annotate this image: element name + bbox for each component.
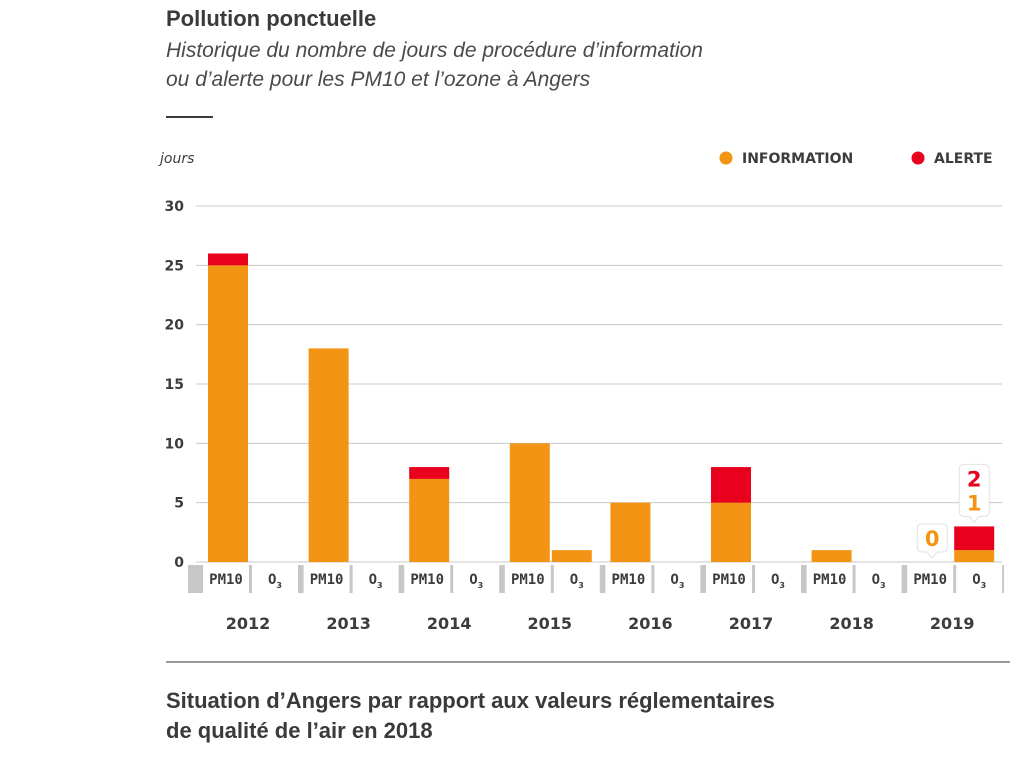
bar-alerte-2019-o3 xyxy=(954,526,995,551)
bar-information-2015-pm10 xyxy=(509,443,550,562)
value-callouts: 0 21 xyxy=(916,463,990,559)
pollutant-label-2016-pm10: PM10 xyxy=(612,572,646,588)
pollutant-label-2014-pm10: PM10 xyxy=(410,572,444,588)
pollutant-label-2012-o3: O3 xyxy=(268,572,282,590)
pollutant-cell-2018-o3 xyxy=(855,565,902,593)
callout-value-information: 1 xyxy=(967,491,982,515)
y-axis-label: jours xyxy=(158,151,194,167)
pollutant-label-2018-pm10: PM10 xyxy=(813,572,847,588)
bar-information-2015-o3 xyxy=(551,550,592,562)
callout-bubble xyxy=(916,523,948,559)
bar-alerte-2012-pm10 xyxy=(208,253,248,266)
callout-value-alerte: 2 xyxy=(967,467,982,491)
pollutant-label-2017-pm10: PM10 xyxy=(712,572,746,588)
callout-bubble xyxy=(958,463,990,524)
legend-label-information: INFORMATION xyxy=(742,151,853,167)
bar-information-2016-pm10 xyxy=(610,502,651,562)
year-labels: 2012 2013 2014 2015 2016 2017 2018 2019 xyxy=(226,614,975,633)
y-tick-label: 15 xyxy=(165,377,184,393)
pollutant-cell-2018-pm10 xyxy=(806,565,853,593)
year-label-2016: 2016 xyxy=(628,614,673,633)
y-tick-label: 30 xyxy=(165,199,185,215)
pollutant-cell-2016-pm10 xyxy=(605,565,652,593)
legend-swatch-information xyxy=(719,151,733,165)
pollutant-cell-2012-pm10 xyxy=(203,565,249,593)
bar-information-2017-pm10 xyxy=(711,502,751,562)
year-label-2017: 2017 xyxy=(729,614,774,633)
pollutant-cell-2017-o3 xyxy=(755,565,801,593)
pollutant-label-2019-pm10: PM10 xyxy=(913,572,947,588)
pollutant-cell-2014-pm10 xyxy=(404,565,451,593)
bar-information-2012-pm10 xyxy=(208,265,248,562)
section-title: Situation d’Angers par rapport aux valeu… xyxy=(166,686,986,746)
year-label-2019: 2019 xyxy=(930,614,975,633)
title-divider xyxy=(166,116,213,118)
bar-information-2013-pm10 xyxy=(308,348,349,562)
pollutant-label-2014-o3: O3 xyxy=(469,572,483,590)
section-divider xyxy=(166,661,1010,663)
pollutant-cell-2019-o3 xyxy=(956,565,1003,593)
pollutant-label-2017-o3: O3 xyxy=(771,572,785,590)
pollutant-cell-2015-o3 xyxy=(553,565,600,593)
pollutant-cell-2013-o3 xyxy=(352,565,399,593)
chart-subtitle: Historique du nombre de jours de procédu… xyxy=(166,36,886,94)
pollutant-cell-2019-pm10 xyxy=(907,565,954,593)
pollutant-label-2013-o3: O3 xyxy=(369,572,383,590)
legend: INFORMATION ALERTE xyxy=(719,151,993,167)
bar-information-2014-pm10 xyxy=(409,478,450,562)
callout-value-information: 0 xyxy=(925,527,940,551)
bar-alerte-2017-pm10 xyxy=(711,467,751,503)
pollutant-cell-2015-pm10 xyxy=(504,565,551,593)
pollutant-cell-2012-o3 xyxy=(252,565,298,593)
section-title-line-1: Situation d’Angers par rapport aux valeu… xyxy=(166,688,775,713)
y-axis-ticks: 0 5 10 15 20 25 30 xyxy=(165,199,185,571)
pollutant-label-2015-pm10: PM10 xyxy=(511,572,545,588)
pollutant-cell-2014-o3 xyxy=(453,565,500,593)
pollutant-label-2019-o3: O3 xyxy=(972,572,986,590)
year-label-2018: 2018 xyxy=(829,614,874,633)
y-tick-label: 10 xyxy=(165,436,185,452)
legend-swatch-alerte xyxy=(911,151,925,165)
y-tick-label: 0 xyxy=(174,555,184,571)
callout-2019-pm10: 0 xyxy=(916,523,948,559)
bar-alerte-2014-pm10 xyxy=(409,467,450,479)
bars xyxy=(208,253,995,562)
year-label-2013: 2013 xyxy=(326,614,371,633)
y-tick-label: 20 xyxy=(165,318,185,334)
pollutant-label-2018-o3: O3 xyxy=(872,572,886,590)
chart-title: Pollution ponctuelle xyxy=(166,6,377,31)
subtitle-line-2: ou d’alerte pour les PM10 et l’ozone à A… xyxy=(166,68,591,91)
pollutant-label-2015-o3: O3 xyxy=(570,572,584,590)
year-label-2014: 2014 xyxy=(427,614,472,633)
pollutant-cell-2017-pm10 xyxy=(706,565,752,593)
bar-information-2019-o3 xyxy=(954,550,995,562)
pollutant-label-2013-pm10: PM10 xyxy=(310,572,344,588)
pollutant-label-2012-pm10: PM10 xyxy=(209,572,243,588)
subtitle-line-1: Historique du nombre de jours de procédu… xyxy=(166,39,703,62)
legend-label-alerte: ALERTE xyxy=(934,151,993,167)
pollutant-labels: PM10 O3 PM10 O3 PM10 O3 PM10 O3 PM10 O3 PM10 O3 PM10… xyxy=(188,565,1004,593)
bar-information-2018-pm10 xyxy=(811,550,852,562)
pollutant-label-2016-o3: O3 xyxy=(670,572,684,590)
section-title-line-2: de qualité de l’air en 2018 xyxy=(166,718,433,743)
callout-2019-o3: 21 xyxy=(958,463,990,524)
year-label-2015: 2015 xyxy=(528,614,573,633)
y-tick-label: 5 xyxy=(174,496,184,512)
pollutant-cell-2013-pm10 xyxy=(303,565,350,593)
pollutant-cell-2016-o3 xyxy=(654,565,701,593)
year-label-2012: 2012 xyxy=(226,614,271,633)
y-tick-label: 25 xyxy=(165,258,184,274)
